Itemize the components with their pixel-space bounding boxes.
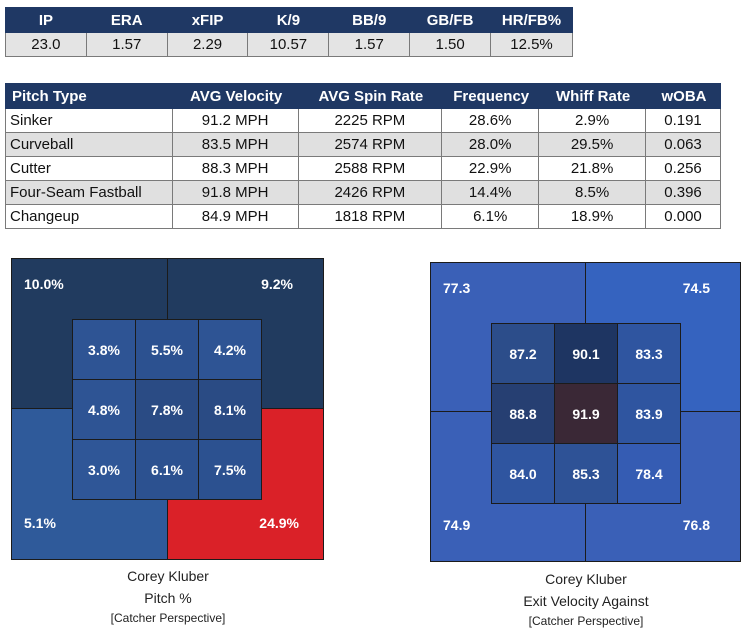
whiff-rate: 2.9% — [538, 108, 647, 133]
zone-value: 9.2% — [261, 276, 293, 292]
stats-value: 1.50 — [409, 32, 492, 57]
stats-value: 1.57 — [85, 32, 168, 57]
stats-header: HR/FB% — [490, 7, 573, 33]
zone-value: 76.8 — [682, 517, 710, 533]
frequency: 28.6% — [441, 108, 540, 133]
zone-cell: 90.1 — [554, 323, 618, 384]
zone-value: 10.0% — [24, 276, 64, 292]
table-row: Cutter 88.3 MPH 2588 RPM 22.9% 21.8% 0.2… — [5, 156, 721, 181]
perspective-note: [Catcher Perspective] — [110, 611, 226, 625]
pitch-type: Curveball — [5, 132, 173, 157]
player-name: Corey Kluber — [127, 568, 209, 584]
zone-cell: 91.9 — [554, 383, 618, 444]
zone-cell: 83.9 — [617, 383, 681, 444]
avg-spin-rate: 1818 RPM — [297, 204, 443, 229]
woba: 0.191 — [645, 108, 721, 133]
stats-value: 12.5% — [490, 32, 573, 57]
pitch-table: Pitch Type AVG Velocity AVG Spin Rate Fr… — [5, 83, 721, 229]
table-row: Four-Seam Fastball 91.8 MPH 2426 RPM 14.… — [5, 180, 721, 205]
zone-cell: 8.1% — [198, 379, 262, 440]
zone-value: 74.9 — [443, 517, 471, 533]
pitch-header: AVG Velocity — [171, 83, 299, 109]
avg-velocity: 91.2 MPH — [171, 108, 299, 133]
stats-header: BB/9 — [328, 7, 411, 33]
zone-cell: 5.5% — [135, 319, 199, 380]
pitch-type: Cutter — [5, 156, 173, 181]
pitch-header: Pitch Type — [5, 83, 173, 109]
zone-cell: 3.8% — [72, 319, 136, 380]
stats-header: GB/FB — [409, 7, 492, 33]
stats-value: 23.0 — [5, 32, 87, 57]
zone-cell: 7.8% — [135, 379, 199, 440]
stats-value: 1.57 — [328, 32, 411, 57]
stats-header: IP — [5, 7, 87, 33]
avg-velocity: 83.5 MPH — [171, 132, 299, 157]
zone-cell: 84.0 — [491, 443, 555, 504]
whiff-rate: 8.5% — [538, 180, 647, 205]
zone-cell: 4.2% — [198, 319, 262, 380]
metric-label: Pitch % — [144, 590, 192, 606]
woba: 0.000 — [645, 204, 721, 229]
pitch-type: Four-Seam Fastball — [5, 180, 173, 205]
avg-spin-rate: 2225 RPM — [297, 108, 443, 133]
zone-value: 24.9% — [259, 515, 299, 531]
table-row: Sinker 91.2 MPH 2225 RPM 28.6% 2.9% 0.19… — [5, 108, 721, 133]
frequency: 14.4% — [441, 180, 540, 205]
table-row: Curveball 83.5 MPH 2574 RPM 28.0% 29.5% … — [5, 132, 721, 157]
avg-spin-rate: 2574 RPM — [297, 132, 443, 157]
frequency: 6.1% — [441, 204, 540, 229]
player-name: Corey Kluber — [545, 571, 627, 587]
stats-value: 10.57 — [247, 32, 330, 57]
avg-spin-rate: 2588 RPM — [297, 156, 443, 181]
woba: 0.063 — [645, 132, 721, 157]
stats-header: ERA — [85, 7, 168, 33]
table-row: Changeup 84.9 MPH 1818 RPM 6.1% 18.9% 0.… — [5, 204, 721, 229]
avg-spin-rate: 2426 RPM — [297, 180, 443, 205]
zone-cell: 7.5% — [198, 439, 262, 500]
whiff-rate: 21.8% — [538, 156, 647, 181]
frequency: 28.0% — [441, 132, 540, 157]
stats-table: IP ERA xFIP K/9 BB/9 GB/FB HR/FB% 23.0 1… — [5, 7, 573, 57]
avg-velocity: 91.8 MPH — [171, 180, 299, 205]
zone-cell: 4.8% — [72, 379, 136, 440]
metric-label: Exit Velocity Against — [523, 593, 649, 609]
avg-velocity: 84.9 MPH — [171, 204, 299, 229]
woba: 0.256 — [645, 156, 721, 181]
woba: 0.396 — [645, 180, 721, 205]
frequency: 22.9% — [441, 156, 540, 181]
zone-cell: 6.1% — [135, 439, 199, 500]
pitch-header: Whiff Rate — [538, 83, 647, 109]
zone-cell: 78.4 — [617, 443, 681, 504]
zone-cell: 88.8 — [491, 383, 555, 444]
zone-value: 77.3 — [443, 280, 471, 296]
right-zone-caption: Corey Kluber Exit Velocity Against [Catc… — [466, 568, 706, 630]
zone-cell: 3.0% — [72, 439, 136, 500]
pitch-header: Frequency — [441, 83, 540, 109]
pitch-header: wOBA — [645, 83, 721, 109]
whiff-rate: 18.9% — [538, 204, 647, 229]
pitch-type: Changeup — [5, 204, 173, 229]
exit-velocity-zone: 77.3 74.5 74.9 76.8 87.2 90.1 83.3 88.8 91.9… — [430, 262, 741, 562]
zone-cell: 83.3 — [617, 323, 681, 384]
pitch-percent-zone: 10.0% 9.2% 5.1% 24.9% 3.8% 5.5% 4.2% 4.8% 7.… — [11, 258, 324, 560]
stats-value-row: 23.0 1.57 2.29 10.57 1.57 1.50 12.5% — [5, 32, 573, 57]
zone-cell: 85.3 — [554, 443, 618, 504]
pitch-header-row: Pitch Type AVG Velocity AVG Spin Rate Fr… — [5, 83, 721, 109]
zone-cell: 87.2 — [491, 323, 555, 384]
avg-velocity: 88.3 MPH — [171, 156, 299, 181]
stats-header: xFIP — [166, 7, 249, 33]
perspective-note: [Catcher Perspective] — [528, 614, 644, 628]
stats-header: K/9 — [247, 7, 330, 33]
zone-value: 5.1% — [24, 515, 56, 531]
pitch-type: Sinker — [5, 108, 173, 133]
zone-value: 74.5 — [682, 280, 710, 296]
stats-value: 2.29 — [166, 32, 249, 57]
pitch-header: AVG Spin Rate — [297, 83, 443, 109]
whiff-rate: 29.5% — [538, 132, 647, 157]
stats-header-row: IP ERA xFIP K/9 BB/9 GB/FB HR/FB% — [5, 7, 573, 33]
left-zone-caption: Corey Kluber Pitch % [Catcher Perspectiv… — [48, 565, 288, 627]
